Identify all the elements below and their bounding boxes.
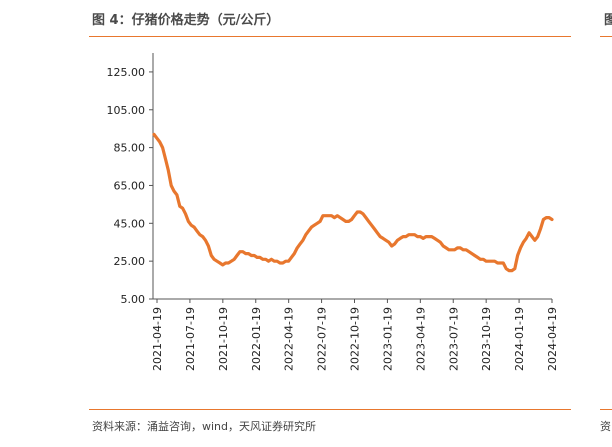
title-divider <box>89 36 571 37</box>
x-tick-label: 2021-10-19 <box>217 307 230 371</box>
next-figure-title-fragment: 图 <box>604 13 612 28</box>
x-tick-label: 2022-07-19 <box>316 307 329 371</box>
y-tick-label: 25.00 <box>114 255 146 268</box>
x-tick-label: 2022-10-19 <box>349 307 362 371</box>
source-note: 资料来源：涌益咨询，wind，天风证券研究所 <box>92 420 317 433</box>
source-divider <box>89 409 571 410</box>
next-source-fragment: 资 <box>600 420 611 433</box>
figure-title: 图 4：仔猪价格走势（元/公斤） <box>92 13 280 28</box>
y-tick-label: 45.00 <box>114 217 146 230</box>
x-tick-label: 2021-04-19 <box>151 307 164 371</box>
x-tick-label: 2023-04-19 <box>414 307 427 371</box>
price-series-line <box>152 132 554 273</box>
y-tick-label: 125.00 <box>107 66 146 79</box>
x-tick-label: 2022-01-19 <box>250 307 263 371</box>
y-tick-label: 65.00 <box>114 179 146 192</box>
next-figure-divider <box>600 36 612 37</box>
y-tick-label: 85.00 <box>114 142 146 155</box>
y-tick-label: 105.00 <box>107 104 146 117</box>
next-source-divider <box>600 409 612 410</box>
y-tick-label: 5.00 <box>121 293 146 306</box>
x-tick-label: 2023-10-19 <box>480 307 493 371</box>
x-tick-label: 2023-07-19 <box>447 307 460 371</box>
x-tick-label: 2023-01-19 <box>381 307 394 371</box>
x-tick-label: 2024-01-19 <box>513 307 526 371</box>
x-tick-label: 2024-04-19 <box>546 307 559 371</box>
x-tick-label: 2022-04-19 <box>283 307 296 371</box>
x-tick-label: 2021-07-19 <box>184 307 197 371</box>
